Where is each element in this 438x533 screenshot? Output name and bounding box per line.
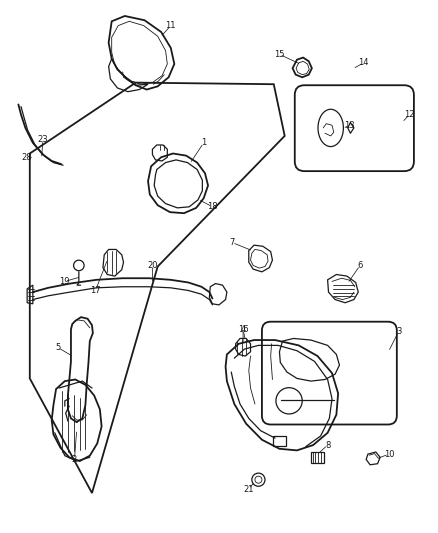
Text: 23: 23 [38,135,48,144]
Text: 16: 16 [238,325,248,334]
Text: 13: 13 [344,121,355,130]
Text: 28: 28 [22,153,32,161]
Text: 2: 2 [72,455,77,464]
Text: 1: 1 [201,139,206,147]
Text: 8: 8 [325,441,330,449]
Bar [311,452,324,463]
Text: 12: 12 [404,110,415,119]
Text: 14: 14 [358,59,369,67]
Text: 21: 21 [244,485,254,494]
Text: 18: 18 [207,203,218,211]
Text: 11: 11 [166,21,176,30]
Text: 3: 3 [396,327,401,336]
Text: 19: 19 [60,277,70,286]
Text: 15: 15 [274,50,285,59]
Text: 17: 17 [90,286,101,295]
Text: 20: 20 [147,261,158,270]
Text: 6: 6 [357,261,363,270]
Text: 10: 10 [384,450,394,458]
Text: 4: 4 [240,325,246,334]
Text: 7: 7 [230,238,235,247]
Text: 5: 5 [55,343,60,352]
Bar [273,436,286,446]
